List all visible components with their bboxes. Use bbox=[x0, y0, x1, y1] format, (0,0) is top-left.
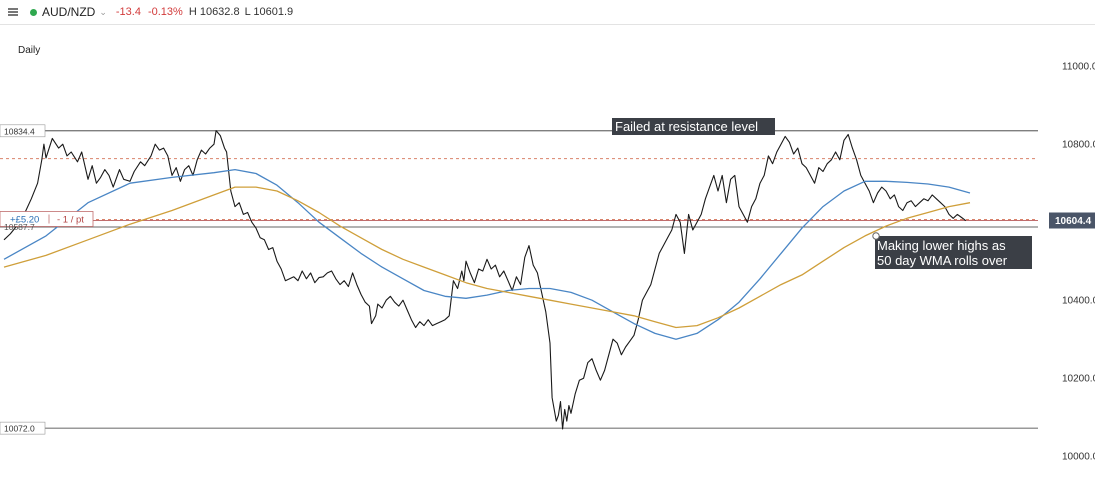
y-tick-label: 10400.0 bbox=[1062, 296, 1095, 307]
position-pnl: +£5.20 bbox=[10, 214, 39, 225]
resistance-annotation: Failed at resistance level bbox=[615, 119, 758, 134]
instrument-header: AUD/NZD ⌄ -13.4 -0.13% H 10632.8 L 10601… bbox=[0, 0, 1095, 25]
price-line bbox=[3, 130, 967, 430]
y-tick-label: 11000.0 bbox=[1062, 62, 1095, 73]
y-tick-label: 10800.0 bbox=[1062, 140, 1095, 151]
ma-gold-line bbox=[3, 186, 971, 329]
lower-highs-annotation-line: Making lower highs as bbox=[877, 238, 1006, 253]
y-tick-label: 10000.0 bbox=[1062, 452, 1095, 463]
position-size: - 1 / pt bbox=[57, 214, 84, 225]
level-label: 10834.4 bbox=[4, 126, 35, 136]
current-price-tag bbox=[1049, 212, 1095, 229]
price-change: -13.4 bbox=[115, 6, 141, 18]
session-high: H 10632.8 bbox=[188, 6, 240, 18]
level-label: 10072.0 bbox=[4, 424, 35, 434]
level-label-box bbox=[0, 124, 46, 138]
chevron-down-icon[interactable]: ⌄ bbox=[99, 6, 107, 17]
market-status-dot bbox=[30, 8, 37, 16]
ma-blue-line bbox=[3, 168, 971, 340]
annotation-anchor-dot[interactable] bbox=[872, 232, 880, 240]
position-tag[interactable] bbox=[0, 211, 94, 227]
instrument-symbol[interactable]: AUD/NZD bbox=[42, 5, 96, 19]
entry-price-label: 10587.7 bbox=[4, 222, 35, 232]
timeframe-label: Daily bbox=[18, 45, 41, 56]
y-tick-label: 10200.0 bbox=[1062, 374, 1095, 385]
lower-highs-annotation-box bbox=[875, 236, 1032, 269]
session-low: L 10601.9 bbox=[244, 6, 294, 18]
price-change-percent: -0.13% bbox=[147, 6, 183, 18]
level-label-box bbox=[0, 421, 46, 435]
current-price-label: 10604.4 bbox=[1055, 216, 1092, 227]
hamburger-menu-icon[interactable] bbox=[8, 8, 18, 16]
lower-highs-annotation-line: 50 day WMA rolls over bbox=[877, 253, 1008, 268]
resistance-annotation-box bbox=[612, 118, 775, 135]
